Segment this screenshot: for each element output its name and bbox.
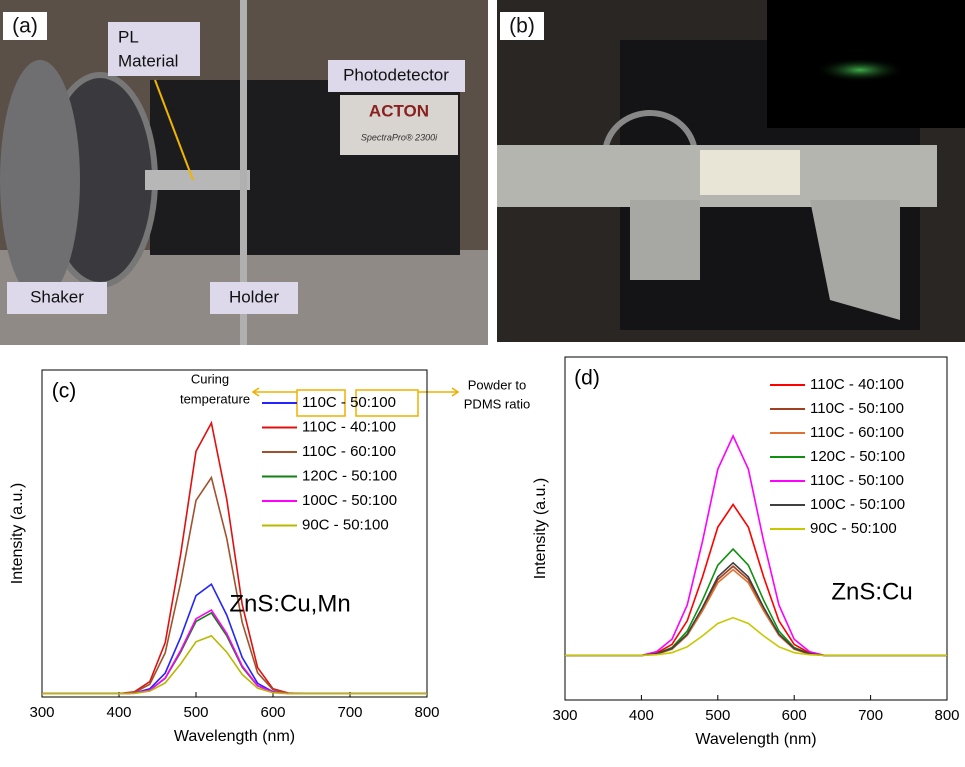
plot-frame <box>41 369 428 698</box>
label-box <box>328 60 465 92</box>
x-tick-label: 300 <box>29 704 54 721</box>
x-tick-label: 400 <box>106 704 131 721</box>
panel-box <box>3 12 47 40</box>
x-tick-label: 300 <box>552 707 577 724</box>
spectrum-line <box>42 475 427 695</box>
legend-label: 120C - 50:100 <box>810 448 905 465</box>
legend-label: 100C - 50:100 <box>302 492 397 509</box>
brand-model: SpectraPro® 2300i <box>361 132 438 142</box>
legend-label: 110C - 60:100 <box>302 443 396 460</box>
spectrum-line <box>565 616 947 657</box>
callout-box <box>355 389 419 417</box>
spectrum-line <box>565 433 947 657</box>
holder-bracket <box>145 170 250 190</box>
x-tick-label: 600 <box>260 704 285 721</box>
annotation: temperature <box>180 391 250 406</box>
spectrum-line <box>42 634 427 695</box>
label: Photodetector <box>343 65 449 84</box>
bracket-foot <box>810 200 900 320</box>
x-tick-label: 700 <box>858 707 883 724</box>
panel-label: (d) <box>574 367 600 390</box>
brand-plate <box>340 95 458 155</box>
legend-label: 110C - 40:100 <box>302 418 396 435</box>
plot-frame <box>564 356 948 701</box>
panel-label: (c) <box>52 380 77 403</box>
annotation: PDMS ratio <box>464 396 530 411</box>
y-axis-label: Intensity (a.u.) <box>9 483 26 584</box>
x-axis-label: Wavelength (nm) <box>174 728 295 745</box>
sample-strip <box>700 150 800 195</box>
holder-rod <box>240 0 247 345</box>
spectrum-line <box>42 611 427 695</box>
x-tick-label: 700 <box>337 704 362 721</box>
callout-arrowhead <box>451 387 460 397</box>
legend-label: 90C - 50:100 <box>302 516 389 533</box>
legend-label: 110C - 40:100 <box>810 376 904 393</box>
sample-label: ZnS:Cu <box>831 578 912 605</box>
callout-arrowhead <box>251 387 260 397</box>
label: Shaker <box>30 287 84 306</box>
label-box <box>7 282 107 314</box>
legend-label: 120C - 50:100 <box>302 467 397 484</box>
shaker-body <box>0 60 80 300</box>
x-tick-label: 800 <box>934 707 959 724</box>
legend-label: 100C - 50:100 <box>810 496 905 513</box>
panel-label: (a) <box>12 15 38 38</box>
legend-label: 110C - 50:100 <box>302 394 396 411</box>
sample-label: ZnS:Cu,Mn <box>229 590 350 617</box>
y-axis-label: Intensity (a.u.) <box>532 478 549 579</box>
luminescence <box>815 58 905 82</box>
legend-label: 110C - 60:100 <box>810 424 904 441</box>
legend-label: 110C - 50:100 <box>810 400 904 417</box>
photo-b: (b) <box>497 0 965 342</box>
x-tick-label: 500 <box>183 704 208 721</box>
arrow <box>154 79 194 181</box>
photo-a: ACTON SpectraPro® 2300i Shaker Holder Ph… <box>0 0 488 345</box>
x-tick-label: 500 <box>705 707 730 724</box>
annotation: Curing <box>191 371 229 386</box>
x-tick-label: 600 <box>782 707 807 724</box>
label-box <box>210 282 298 314</box>
x-tick-label: 800 <box>414 704 439 721</box>
x-axis-label: Wavelength (nm) <box>695 731 816 748</box>
annotation: Powder to <box>468 377 527 392</box>
label: Material <box>118 51 178 70</box>
label: PL <box>118 27 139 46</box>
bracket-foot <box>630 200 700 280</box>
brand: ACTON <box>369 101 429 120</box>
spectrum-line <box>565 561 947 657</box>
x-tick-label: 400 <box>629 707 654 724</box>
panel-box <box>500 12 544 40</box>
label-box <box>108 22 200 76</box>
panel-label: (b) <box>509 15 535 38</box>
label: Holder <box>229 287 279 306</box>
legend-label: 90C - 50:100 <box>810 520 897 537</box>
legend-label: 110C - 50:100 <box>810 472 904 489</box>
